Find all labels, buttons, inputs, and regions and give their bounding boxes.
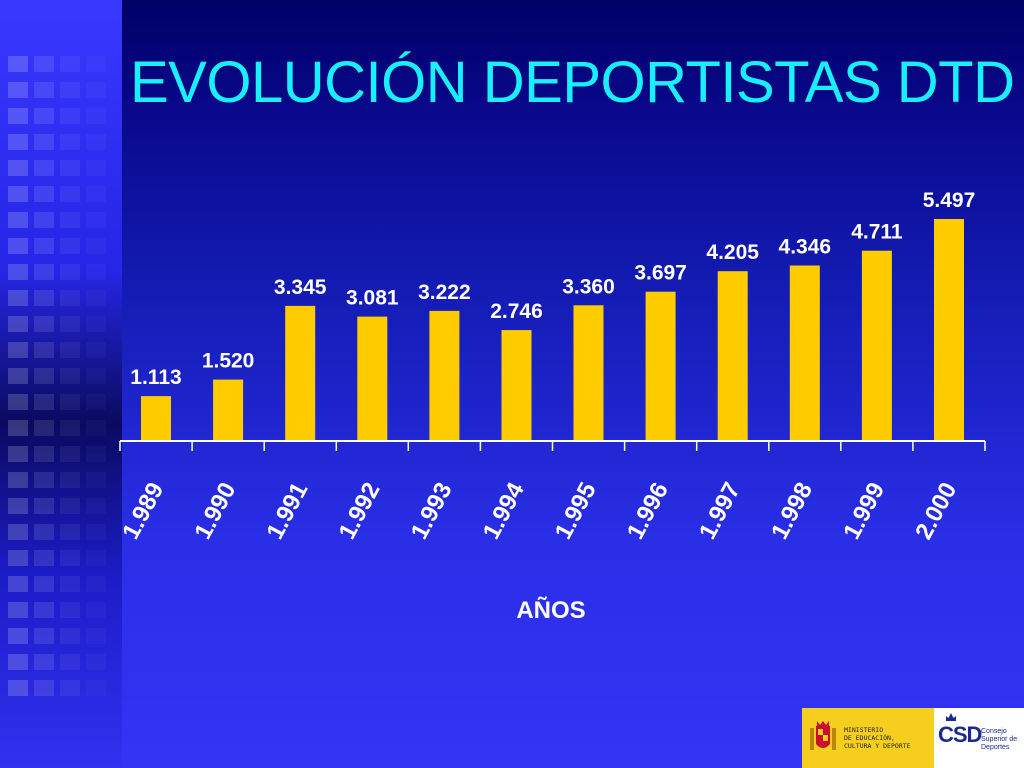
csd-text: Consejo Superior de Deportes [981, 728, 1018, 751]
bar-value-label: 3.222 [418, 281, 471, 304]
x-tick-label: 1.990 [189, 478, 241, 544]
bar-value-label: 1.113 [130, 366, 181, 389]
tick-labels-group: 1.989 1.990 1.991 1.992 1.993 1.994 1.995 1.996… [117, 478, 962, 544]
ministerio-logo: MINISTERIO DE EDUCACIÓN, CULTURA Y DEPOR… [802, 708, 934, 768]
x-tick-label: 1.999 [838, 478, 890, 544]
decorative-squares-column [34, 56, 54, 706]
bar-value-label: 3.081 [346, 287, 399, 310]
x-axis-title: AÑOS [516, 596, 585, 624]
bar-1.992 [357, 316, 388, 441]
bar-value-label: 4.346 [779, 236, 832, 259]
bar-value-label: 4.711 [851, 221, 903, 244]
x-tick-label: 1.998 [766, 478, 818, 544]
bar-2.000 [934, 219, 964, 441]
bar-value-label: 3.345 [274, 276, 327, 299]
bar-1.991 [285, 305, 316, 441]
bar-1.993 [429, 310, 460, 441]
x-tick-label: 1.992 [334, 478, 386, 544]
x-tick-label: 1.997 [694, 478, 746, 544]
x-tick-label: 1.996 [622, 478, 674, 544]
bar-1.990 [213, 379, 244, 441]
x-tick-label: 1.991 [261, 478, 313, 544]
x-tick-label: 1.995 [550, 478, 602, 544]
coat-of-arms-icon [810, 721, 836, 750]
bar-1.994 [501, 330, 532, 441]
x-tick-label: 1.993 [406, 478, 458, 544]
x-tick-label: 1.994 [478, 478, 530, 544]
csd-logo: CSD Consejo Superior de Deportes [934, 708, 1024, 768]
crown-icon [946, 713, 956, 721]
bar-value-label: 1.520 [202, 350, 255, 373]
bar-value-label: 5.497 [923, 189, 976, 212]
x-tick-label: 2.000 [910, 478, 962, 544]
bar-value-label: 3.697 [634, 262, 687, 285]
decorative-squares-column [60, 56, 80, 706]
decorative-squares-column [86, 56, 106, 706]
x-tick-label: 1.989 [117, 478, 169, 544]
ministerio-text: MINISTERIO DE EDUCACIÓN, CULTURA Y DEPOR… [844, 726, 911, 750]
bar-1.997 [717, 271, 748, 441]
bar-1.999 [861, 250, 892, 441]
bar-value-label: 2.746 [490, 300, 543, 323]
bar-value-label: 4.205 [706, 241, 759, 264]
bar-1.995 [573, 305, 604, 441]
csd-mark: CSD [938, 722, 982, 747]
value-labels-group: 1.113 1.520 3.345 3.081 3.222 2.746 3.360 3.697… [130, 189, 975, 389]
decorative-left-strip [0, 0, 122, 768]
x-axis [119, 440, 986, 451]
bars-group [141, 219, 964, 441]
bar-value-label: 3.360 [562, 275, 615, 298]
ministry-logo-banner: MINISTERIO DE EDUCACIÓN, CULTURA Y DEPOR… [802, 708, 1024, 768]
bar-1.998 [789, 265, 820, 441]
decorative-squares-column [8, 56, 28, 706]
bar-1.996 [645, 291, 676, 441]
bar-1.989 [141, 396, 171, 441]
slide-title: EVOLUCIÓN DEPORTISTAS DTD [130, 50, 1015, 115]
